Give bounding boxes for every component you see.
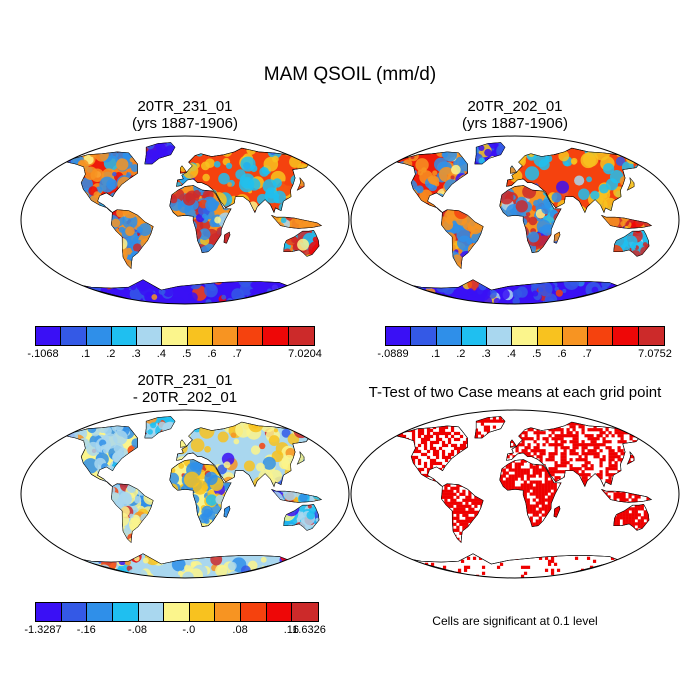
colorbar-swatch xyxy=(263,327,289,345)
panel-1-title: 20TR_231_01 (yrs 1887-1906) xyxy=(20,98,350,132)
panel-1-map xyxy=(20,135,350,305)
panel-3-colorbar xyxy=(35,602,319,622)
colorbar-swatch xyxy=(562,327,589,345)
map-outline xyxy=(20,135,350,305)
colorbar-label: -.16 xyxy=(76,624,96,636)
colorbar-swatch xyxy=(164,603,190,621)
colorbar-label: -.0 xyxy=(182,624,196,636)
colorbar-swatch xyxy=(137,327,163,345)
colorbar-swatch xyxy=(588,327,614,345)
panel-4-note: Cells are significant at 0.1 level xyxy=(432,614,598,628)
colorbar-label: .7 xyxy=(582,348,592,360)
colorbar-swatch xyxy=(36,327,62,345)
colorbar-swatch xyxy=(512,327,538,345)
map-outline xyxy=(20,409,350,579)
colorbar-label: .5 xyxy=(182,348,192,360)
panel-3-title: 20TR_231_01 - 20TR_202_01 xyxy=(20,372,350,406)
colorbar-swatch xyxy=(266,603,293,621)
panel-2-colorbar-labels: -.0889 .1 .2 .3 .4 .5 .6 .7 7.0752 xyxy=(377,348,671,362)
colorbar-label: 1.6326 xyxy=(292,624,326,636)
colorbar-label: .1 xyxy=(430,348,441,360)
colorbar-swatch xyxy=(487,327,513,345)
colorbar-swatch xyxy=(411,327,437,345)
colorbar-swatch xyxy=(138,603,165,621)
colorbar-label: .4 xyxy=(156,348,166,360)
panel-3-title-line2: - 20TR_202_01 xyxy=(132,389,238,406)
colorbar-label: .08 xyxy=(232,624,248,636)
panel-2-title: 20TR_202_01 (yrs 1887-1906) xyxy=(350,98,680,132)
colorbar-swatch xyxy=(212,327,239,345)
panel-2-map xyxy=(350,135,680,305)
panel-2-title-line2: (yrs 1887-1906) xyxy=(462,115,568,132)
colorbar-swatch xyxy=(189,603,216,621)
colorbar-swatch xyxy=(288,327,314,345)
colorbar-label: -.1068 xyxy=(27,348,59,360)
colorbar-swatch xyxy=(638,327,664,345)
panel-2-colorbar xyxy=(385,326,665,346)
colorbar-swatch xyxy=(292,603,318,621)
panel-1-colorbar xyxy=(35,326,315,346)
colorbar-swatch xyxy=(215,603,241,621)
colorbar-label: .2 xyxy=(456,348,466,360)
colorbar-swatch xyxy=(61,327,87,345)
colorbar-swatch xyxy=(436,327,462,345)
colorbar-label: 7.0752 xyxy=(638,348,672,360)
colorbar-label: .3 xyxy=(131,348,141,360)
panel-1-title-line2: (yrs 1887-1906) xyxy=(132,115,238,132)
colorbar-label: 7.0204 xyxy=(288,348,322,360)
panel-1-title-line1: 20TR_231_01 xyxy=(137,98,233,115)
colorbar-swatch xyxy=(87,603,113,621)
figure-title: MAM QSOIL (mm/d) xyxy=(263,64,437,85)
panel-4-title: T-Test of two Case means at each grid po… xyxy=(368,384,662,401)
colorbar-swatch xyxy=(241,603,267,621)
panel-3-title-line1: 20TR_231_01 xyxy=(137,372,233,389)
colorbar-label: .7 xyxy=(232,348,242,360)
map-outline xyxy=(350,409,680,579)
colorbar-label: .1 xyxy=(80,348,91,360)
panel-1-colorbar-labels: -.1068 .1 .2 .3 .4 .5 .6 .7 7.0204 xyxy=(27,348,321,362)
colorbar-label: -1.3287 xyxy=(24,624,62,636)
colorbar-swatch xyxy=(187,327,213,345)
colorbar-swatch xyxy=(111,327,138,345)
colorbar-swatch xyxy=(238,327,264,345)
colorbar-label: .6 xyxy=(207,348,217,360)
colorbar-swatch xyxy=(112,603,139,621)
colorbar-label: .6 xyxy=(557,348,567,360)
colorbar-swatch xyxy=(386,327,412,345)
colorbar-label: .3 xyxy=(481,348,491,360)
colorbar-label: .2 xyxy=(106,348,116,360)
colorbar-swatch xyxy=(61,603,88,621)
panel-3-map xyxy=(20,409,350,579)
colorbar-label: .4 xyxy=(506,348,516,360)
colorbar-swatch xyxy=(36,603,62,621)
colorbar-label: -.08 xyxy=(128,624,148,636)
colorbar-label: .16 xyxy=(283,624,300,636)
panel-2-title-line1: 20TR_202_01 xyxy=(467,98,563,115)
map-outline xyxy=(350,135,680,305)
colorbar-label: -.0889 xyxy=(377,348,409,360)
panel-4-map xyxy=(350,409,680,579)
colorbar-swatch xyxy=(86,327,112,345)
colorbar-swatch xyxy=(162,327,188,345)
colorbar-label: .5 xyxy=(532,348,542,360)
colorbar-swatch xyxy=(537,327,563,345)
panel-3-colorbar-labels: -1.3287 -.16 -.08 -.0 .08 .16 1.6326 xyxy=(24,624,325,638)
colorbar-swatch xyxy=(613,327,639,345)
colorbar-swatch xyxy=(461,327,488,345)
